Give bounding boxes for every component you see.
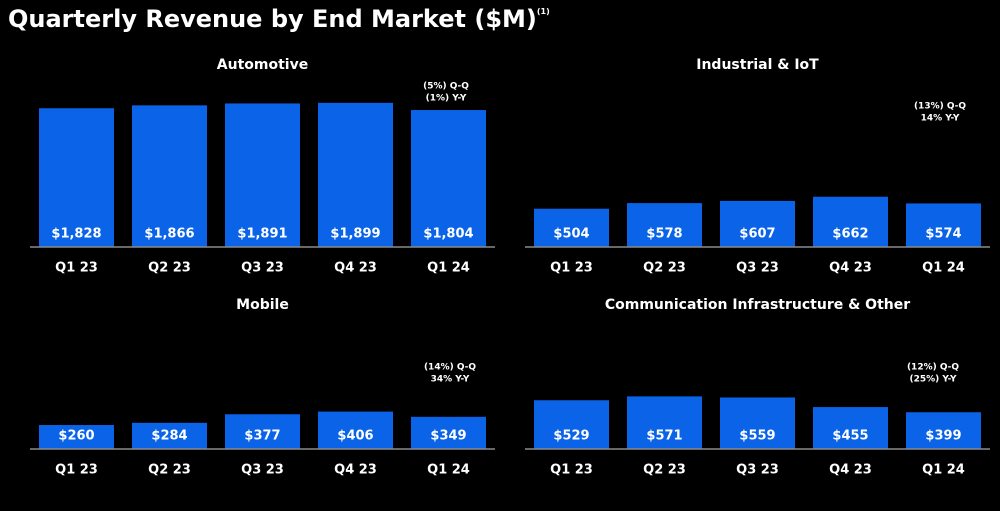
bar [39,108,114,247]
x-tick-label: Q2 23 [148,261,191,276]
x-tick-label: Q1 23 [550,261,593,276]
bar [720,397,795,449]
x-tick-label: Q3 23 [241,261,284,276]
annotation: (1%) Y-Y [426,94,467,104]
value-label: $607 [739,227,775,242]
x-tick-label: Q2 23 [643,463,686,478]
bar [225,414,300,449]
page-title-text: Quarterly Revenue by End Market ($M) [8,5,537,33]
value-label: $1,899 [330,227,380,242]
value-label: $571 [646,429,682,444]
value-label: $578 [646,227,682,242]
value-label: $349 [430,429,466,444]
x-tick-label: Q4 23 [334,463,377,478]
panel-title: Communication Infrastructure & Other [605,297,910,313]
value-label: $1,866 [144,227,194,242]
value-label: $504 [553,227,589,242]
page-title: Quarterly Revenue by End Market ($M)(1) [8,5,550,33]
bar [225,103,300,248]
value-label: $260 [58,429,94,444]
panel-title: Automotive [217,57,308,73]
x-tick-label: Q2 23 [148,463,191,478]
x-tick-label: Q4 23 [829,463,872,478]
x-tick-label: Q1 24 [427,261,470,276]
x-tick-label: Q2 23 [643,261,686,276]
value-label: $284 [151,429,187,444]
x-tick-label: Q3 23 [736,261,779,276]
bar [411,416,486,449]
annotation: (14%) Q-Q [424,363,476,373]
x-tick-label: Q1 23 [550,463,593,478]
value-label: $406 [337,429,373,444]
value-label: $399 [925,429,961,444]
x-tick-label: Q3 23 [736,463,779,478]
title-note: (1) [537,7,550,16]
annotation: 14% Y-Y [921,114,960,124]
bar [906,412,981,449]
x-tick-label: Q1 23 [55,261,98,276]
bar [627,203,702,247]
value-label: $1,891 [237,227,287,242]
x-tick-label: Q1 24 [922,463,965,478]
x-tick-label: Q1 24 [427,463,470,478]
annotation: (5%) Q-Q [423,82,469,92]
bar [534,400,609,449]
x-tick-label: Q1 24 [922,261,965,276]
value-label: $559 [739,429,775,444]
bar [411,110,486,247]
bar [627,396,702,449]
annotation: (12%) Q-Q [907,363,959,373]
value-label: $662 [832,227,868,242]
x-tick-label: Q1 23 [55,463,98,478]
bar [720,200,795,247]
panel-title: Industrial & IoT [696,57,819,73]
annotation: (25%) Y-Y [909,375,957,385]
panel-title: Mobile [236,297,289,313]
value-label: $1,828 [51,227,101,242]
value-label: $574 [925,227,961,242]
bar [132,105,207,247]
bar [318,411,393,449]
x-tick-label: Q4 23 [829,261,872,276]
value-label: $529 [553,429,589,444]
bar [39,425,114,449]
x-tick-label: Q3 23 [241,463,284,478]
bar [813,196,888,247]
bar [534,208,609,247]
value-label: $455 [832,429,868,444]
bar [813,407,888,449]
annotation: 34% Y-Y [431,375,470,385]
bar [132,422,207,449]
value-label: $1,804 [423,227,473,242]
value-label: $377 [244,429,280,444]
annotation: (13%) Q-Q [914,102,966,112]
bar [318,102,393,247]
bar [906,203,981,247]
x-tick-label: Q4 23 [334,261,377,276]
